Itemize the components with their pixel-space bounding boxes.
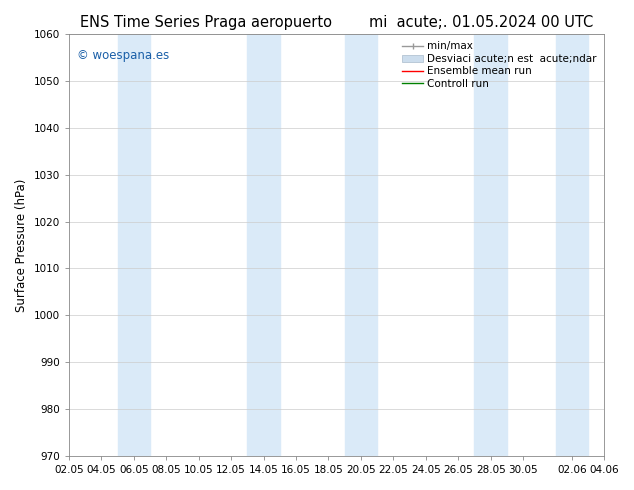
Bar	[247, 34, 280, 456]
Bar	[117, 34, 150, 456]
Text: © woespana.es: © woespana.es	[77, 49, 169, 62]
Bar	[555, 34, 588, 456]
Y-axis label: Surface Pressure (hPa): Surface Pressure (hPa)	[15, 178, 28, 312]
Legend: min/max, Desviaci acute;n est  acute;ndar, Ensemble mean run, Controll run: min/max, Desviaci acute;n est acute;ndar…	[400, 39, 599, 91]
Title: ENS Time Series Praga aeropuerto        mi  acute;. 01.05.2024 00 UTC: ENS Time Series Praga aeropuerto mi acut…	[80, 15, 593, 30]
Bar	[345, 34, 377, 456]
Bar	[474, 34, 507, 456]
